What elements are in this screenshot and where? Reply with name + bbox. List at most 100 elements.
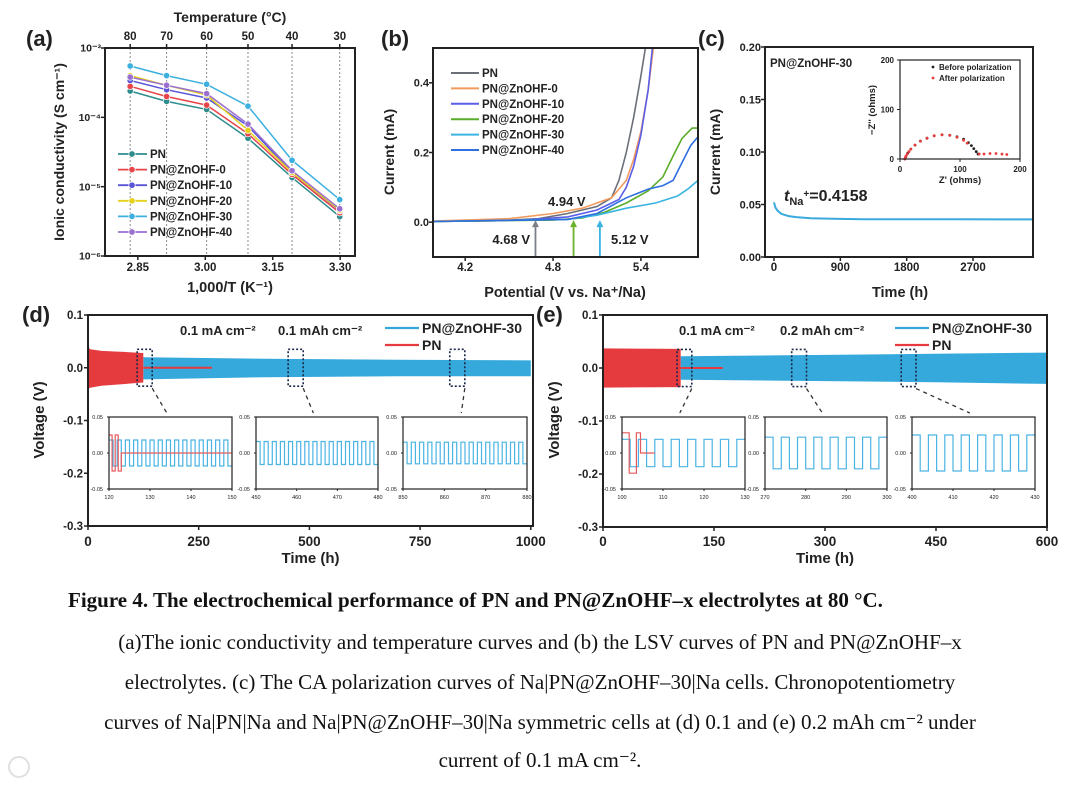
inset-y-tick-label: 0.05 xyxy=(239,415,250,421)
inset-y-tick-label: 0.00 xyxy=(895,451,906,457)
figure-caption-line: electrolytes. (c) The CA polarization cu… xyxy=(124,670,956,694)
nyquist-point xyxy=(925,136,929,140)
inset-y-tick-label: 200 xyxy=(881,56,895,65)
inset-x-tick-label: 100 xyxy=(617,495,626,501)
test-condition-label: 0.1 mAh cm⁻² xyxy=(278,323,363,338)
nyquist-point xyxy=(932,134,936,138)
legend-label: PN@ZnOHF-40 xyxy=(482,145,564,157)
t-value: =0.4158 xyxy=(809,188,867,205)
test-condition-label: 0.1 mA cm⁻² xyxy=(679,323,755,338)
series-line xyxy=(433,48,654,223)
x-tick-label: 0 xyxy=(84,534,92,549)
inset-x-tick-label: 470 xyxy=(333,495,342,501)
x-tick-label: 300 xyxy=(814,534,837,549)
arrow-head-icon xyxy=(570,220,578,228)
legend-label: PN@ZnOHF-10 xyxy=(150,180,232,192)
legend-label: PN@ZnOHF-30 xyxy=(932,320,1032,336)
inset-x-tick-label: 130 xyxy=(740,495,749,501)
nyquist-point xyxy=(955,135,959,139)
inset-traces xyxy=(403,441,527,465)
x-tick-label: 1800 xyxy=(894,262,920,274)
inset-y-tick-label: 0.05 xyxy=(386,415,397,421)
lsv-curves xyxy=(433,48,698,223)
inset-x-tick-label: 480 xyxy=(373,495,382,501)
data-point xyxy=(126,62,134,70)
data-point xyxy=(244,126,252,134)
inset-x-tick-label: 460 xyxy=(292,495,301,501)
nyquist-point xyxy=(919,139,922,143)
plot-frame-b xyxy=(432,47,699,258)
series-line xyxy=(129,90,341,218)
zoom-connector xyxy=(915,387,971,414)
inset-x-tick-label: 860 xyxy=(440,495,449,501)
inset-y-tick-label: -0.05 xyxy=(384,487,397,493)
inset-y-tick-label: 100 xyxy=(881,106,895,115)
y-tick-label: 10⁻³ xyxy=(80,43,101,55)
inset-x-tick-label: 420 xyxy=(989,495,998,501)
data-point xyxy=(203,101,211,109)
inset-x-tick-label: 270 xyxy=(760,495,769,501)
y-tick-label: -0.1 xyxy=(578,416,598,428)
zoom-connector xyxy=(151,387,168,414)
zoom-window-box xyxy=(790,348,808,388)
zoom-connector xyxy=(460,388,466,414)
data-point xyxy=(126,73,134,81)
zoom-connector xyxy=(805,388,823,414)
y-tick-label: 10⁻⁵ xyxy=(79,181,101,193)
legend-marker xyxy=(128,166,136,174)
zoom-connector xyxy=(679,388,693,414)
x-axis-label: Potential (V vs. Na⁺/Na) xyxy=(484,285,646,301)
top-tick-label: 40 xyxy=(286,31,299,43)
plot-frame-a xyxy=(104,47,356,257)
nyquist-point xyxy=(965,141,969,145)
test-condition-label: 0.2 mAh cm⁻² xyxy=(780,323,865,338)
inset-traces xyxy=(256,440,378,466)
inset-x-tick-label: 130 xyxy=(145,495,154,501)
inset-y-tick-label: 0.00 xyxy=(605,451,616,457)
x-tick-label: 2.85 xyxy=(127,262,150,274)
inset-y-tick-label: -0.05 xyxy=(237,487,250,493)
x-tick-label: 3.00 xyxy=(194,262,216,274)
nyquist-point xyxy=(988,152,992,155)
data-point xyxy=(203,90,211,98)
nyquist-point xyxy=(974,150,978,153)
sample-label: PN@ZnOHF-30 xyxy=(770,58,852,70)
inset-x-tick-label: 300 xyxy=(882,495,891,501)
panel-label-e: (e) xyxy=(536,302,563,327)
y-tick-label: 0.10 xyxy=(740,147,761,159)
legend-marker xyxy=(128,150,136,158)
inset-trace-pn-znohf-30 xyxy=(403,441,527,465)
legend-label: PN xyxy=(422,337,441,353)
x-tick-label: 450 xyxy=(925,534,948,549)
x-tick-label: 4.2 xyxy=(457,262,473,274)
inset-x-tick-label: 410 xyxy=(948,495,957,501)
y-axis-label: Voltage (V) xyxy=(546,381,563,458)
y-axis-label: Voltage (V) xyxy=(31,381,48,458)
inset-x-tick-label: 850 xyxy=(398,495,407,501)
inset-x-tick-label: 140 xyxy=(186,495,195,501)
inset-y-tick-label: 0.00 xyxy=(748,451,759,457)
ca-current-curve xyxy=(773,202,1033,221)
inset-trace-pn xyxy=(109,434,232,472)
y-tick-label: 0.2 xyxy=(414,147,429,159)
inset-y-tick-label: 0 xyxy=(890,155,895,164)
inset-legend-label: Before polarization xyxy=(939,63,1012,72)
inset-x-tick-label: 870 xyxy=(481,495,490,501)
arrow-head-icon xyxy=(596,220,604,228)
zoom-window-box xyxy=(448,348,466,388)
panel-label-a: (a) xyxy=(26,26,53,51)
x-tick-label: 0 xyxy=(599,534,607,549)
legend-marker xyxy=(128,197,136,205)
y-tick-label: 0.05 xyxy=(740,199,761,211)
x-tick-label: 750 xyxy=(409,534,432,549)
figure-panels: 80 70 60 50 40 30 PN PN@ZnOHF-0 PN@ZnOHF-10 PN@Zn… xyxy=(22,9,1058,567)
legend-label: PN xyxy=(150,149,166,161)
inset-y-axis-label: −Z'' (ohms) xyxy=(867,85,878,135)
legend-marker xyxy=(931,65,935,69)
legend-label: PN@ZnOHF-30 xyxy=(422,320,522,336)
top-tick-label: 60 xyxy=(200,31,213,43)
inset-traces xyxy=(622,432,745,474)
nyquist-point xyxy=(962,138,965,142)
data-point xyxy=(163,72,171,80)
inset-legend-label: After polarization xyxy=(939,74,1005,83)
